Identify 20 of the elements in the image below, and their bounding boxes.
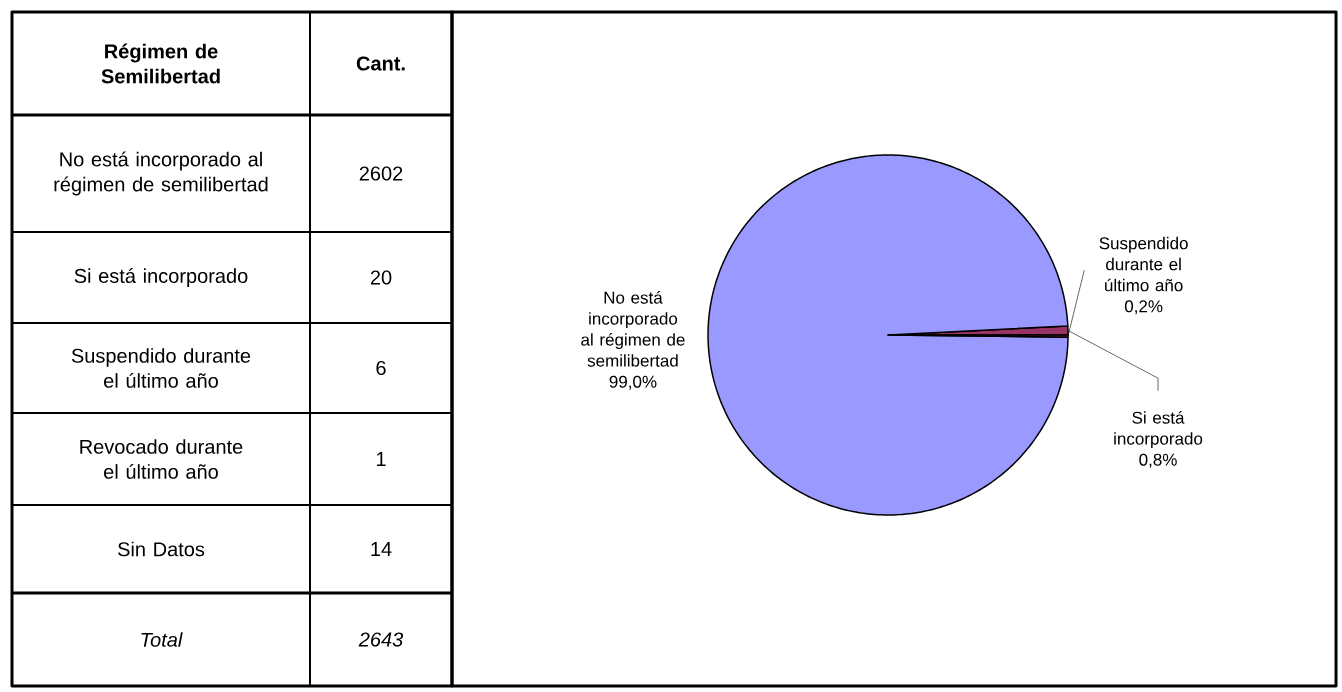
category-label: Total [141,632,183,647]
category-label: Sin Datos [118,541,205,557]
slice-label: Suspendido durante el último año [1099,236,1188,292]
text: 14 [371,542,392,556]
text: 2602 [359,166,403,181]
slice-label: No está incorporado al régimen de semilibertad [581,291,685,367]
data-label: 0,2% [1124,300,1163,315]
text: 6 [376,360,386,376]
category-label: No está incorporado al régimen de semilibertad [54,151,268,196]
data-label: 99,0% [609,375,657,390]
text: Cant. [356,56,405,71]
category-label: Revocado durante el último año [80,439,243,479]
slice-label: Si está incorporado [1114,411,1203,449]
data-label: 0,8% [1139,453,1177,468]
text: 2643 [358,632,404,647]
text: Régimen de Semilibertad [101,43,220,84]
text: 20 [370,270,392,285]
category-label: Si está incorporado [74,268,248,287]
text: 1 [376,452,386,466]
category-label: Suspendido durante el último año [71,348,251,388]
